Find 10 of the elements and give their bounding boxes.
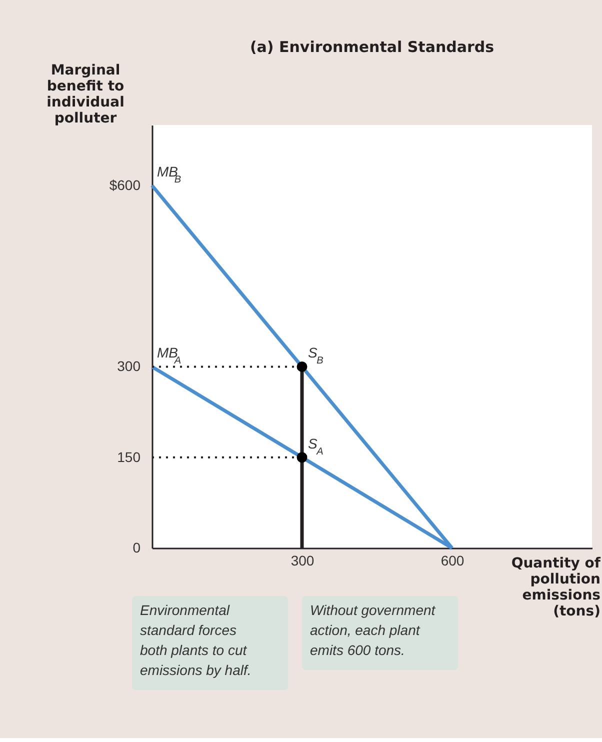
x-axis-title: Quantity of pollution emissions (tons) (511, 556, 602, 620)
chart-title: (a) Environmental Standards (250, 38, 494, 56)
y-axis-title: Marginal benefit to individual polluter (46, 62, 124, 126)
y-tick-label: 0 (132, 540, 141, 556)
y-tick-label: 300 (117, 358, 141, 374)
text: Environmental standard forces both plants to cut emissions by half. (140, 602, 252, 678)
x-tick-label: 600 (440, 552, 464, 568)
y-tick-label: $600 (109, 176, 141, 193)
y-tick-label: 150 (117, 448, 141, 465)
text: Without government action, each plant emits 600 tons. (310, 602, 436, 658)
